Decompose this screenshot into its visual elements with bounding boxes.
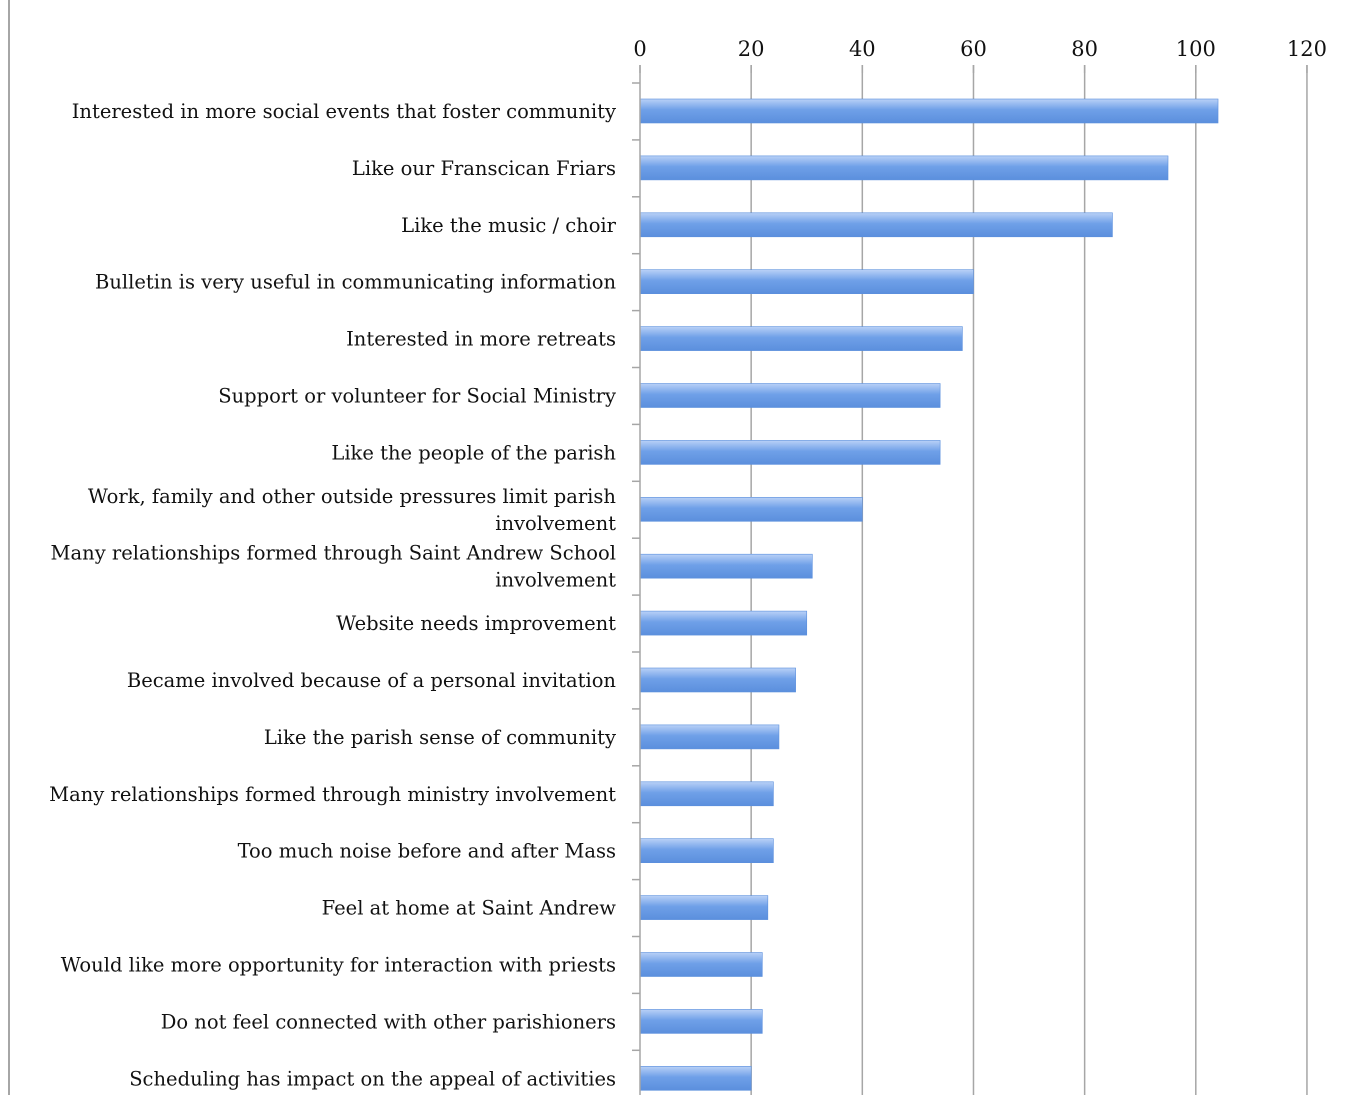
x-axis-ticks: 0 20 40 60 80 100 120	[633, 37, 1327, 73]
category-label: Support or volunteer for Social Ministry	[218, 385, 616, 408]
bar	[639, 212, 1113, 238]
category-label: Interested in more retreats	[346, 328, 616, 351]
bar	[639, 383, 941, 408]
bar	[639, 155, 1169, 181]
x-tick-label: 120	[1287, 37, 1327, 61]
x-tick-label: 60	[960, 37, 987, 61]
bar	[639, 496, 863, 522]
bar	[639, 952, 763, 977]
bar	[639, 610, 808, 636]
bar	[639, 781, 774, 807]
category-labels: Interested in more social events that fo…	[49, 82, 640, 1090]
category-label: Like the parish sense of community	[264, 726, 616, 749]
category-label: Would like more opportunity for interact…	[61, 954, 616, 977]
bar	[639, 724, 780, 750]
category-label: involvement	[495, 569, 616, 592]
category-label: Website needs improvement	[336, 612, 616, 635]
category-label: Feel at home at Saint Andrew	[322, 897, 617, 920]
bar	[639, 838, 774, 864]
category-label: Do not feel connected with other parishi…	[161, 1010, 616, 1033]
x-tick-label: 0	[633, 37, 646, 61]
category-label: Like the people of the parish	[331, 441, 616, 464]
x-tick-label: 80	[1071, 37, 1098, 61]
category-label: Became involved because of a personal in…	[127, 669, 617, 692]
category-label: Too much noise before and after Mass	[238, 840, 616, 863]
bar	[639, 440, 941, 465]
category-label: Scheduling has impact on the appeal of a…	[129, 1067, 616, 1090]
plot-border	[8, 0, 10, 1095]
category-label: Interested in more social events that fo…	[72, 100, 616, 123]
category-label: involvement	[495, 512, 616, 535]
bar	[639, 269, 974, 295]
bars	[639, 98, 1219, 1091]
bar	[639, 895, 769, 920]
bar	[639, 98, 1219, 124]
category-label: Like the music / choir	[401, 214, 617, 237]
category-label: Like our Franscican Friars	[352, 157, 616, 180]
category-label: Many relationships formed through Saint …	[51, 542, 616, 565]
bar	[639, 1066, 752, 1091]
x-tick-label: 40	[849, 37, 876, 61]
x-tick-label: 20	[738, 37, 765, 61]
x-tick-label: 100	[1176, 37, 1216, 61]
bar	[639, 326, 963, 351]
bar	[639, 667, 796, 693]
category-label: Many relationships formed through minist…	[49, 783, 616, 806]
category-label: Work, family and other outside pressures…	[88, 485, 617, 508]
category-label: Bulletin is very useful in communicating…	[95, 271, 616, 294]
bar	[639, 553, 813, 579]
bar	[639, 1009, 763, 1034]
